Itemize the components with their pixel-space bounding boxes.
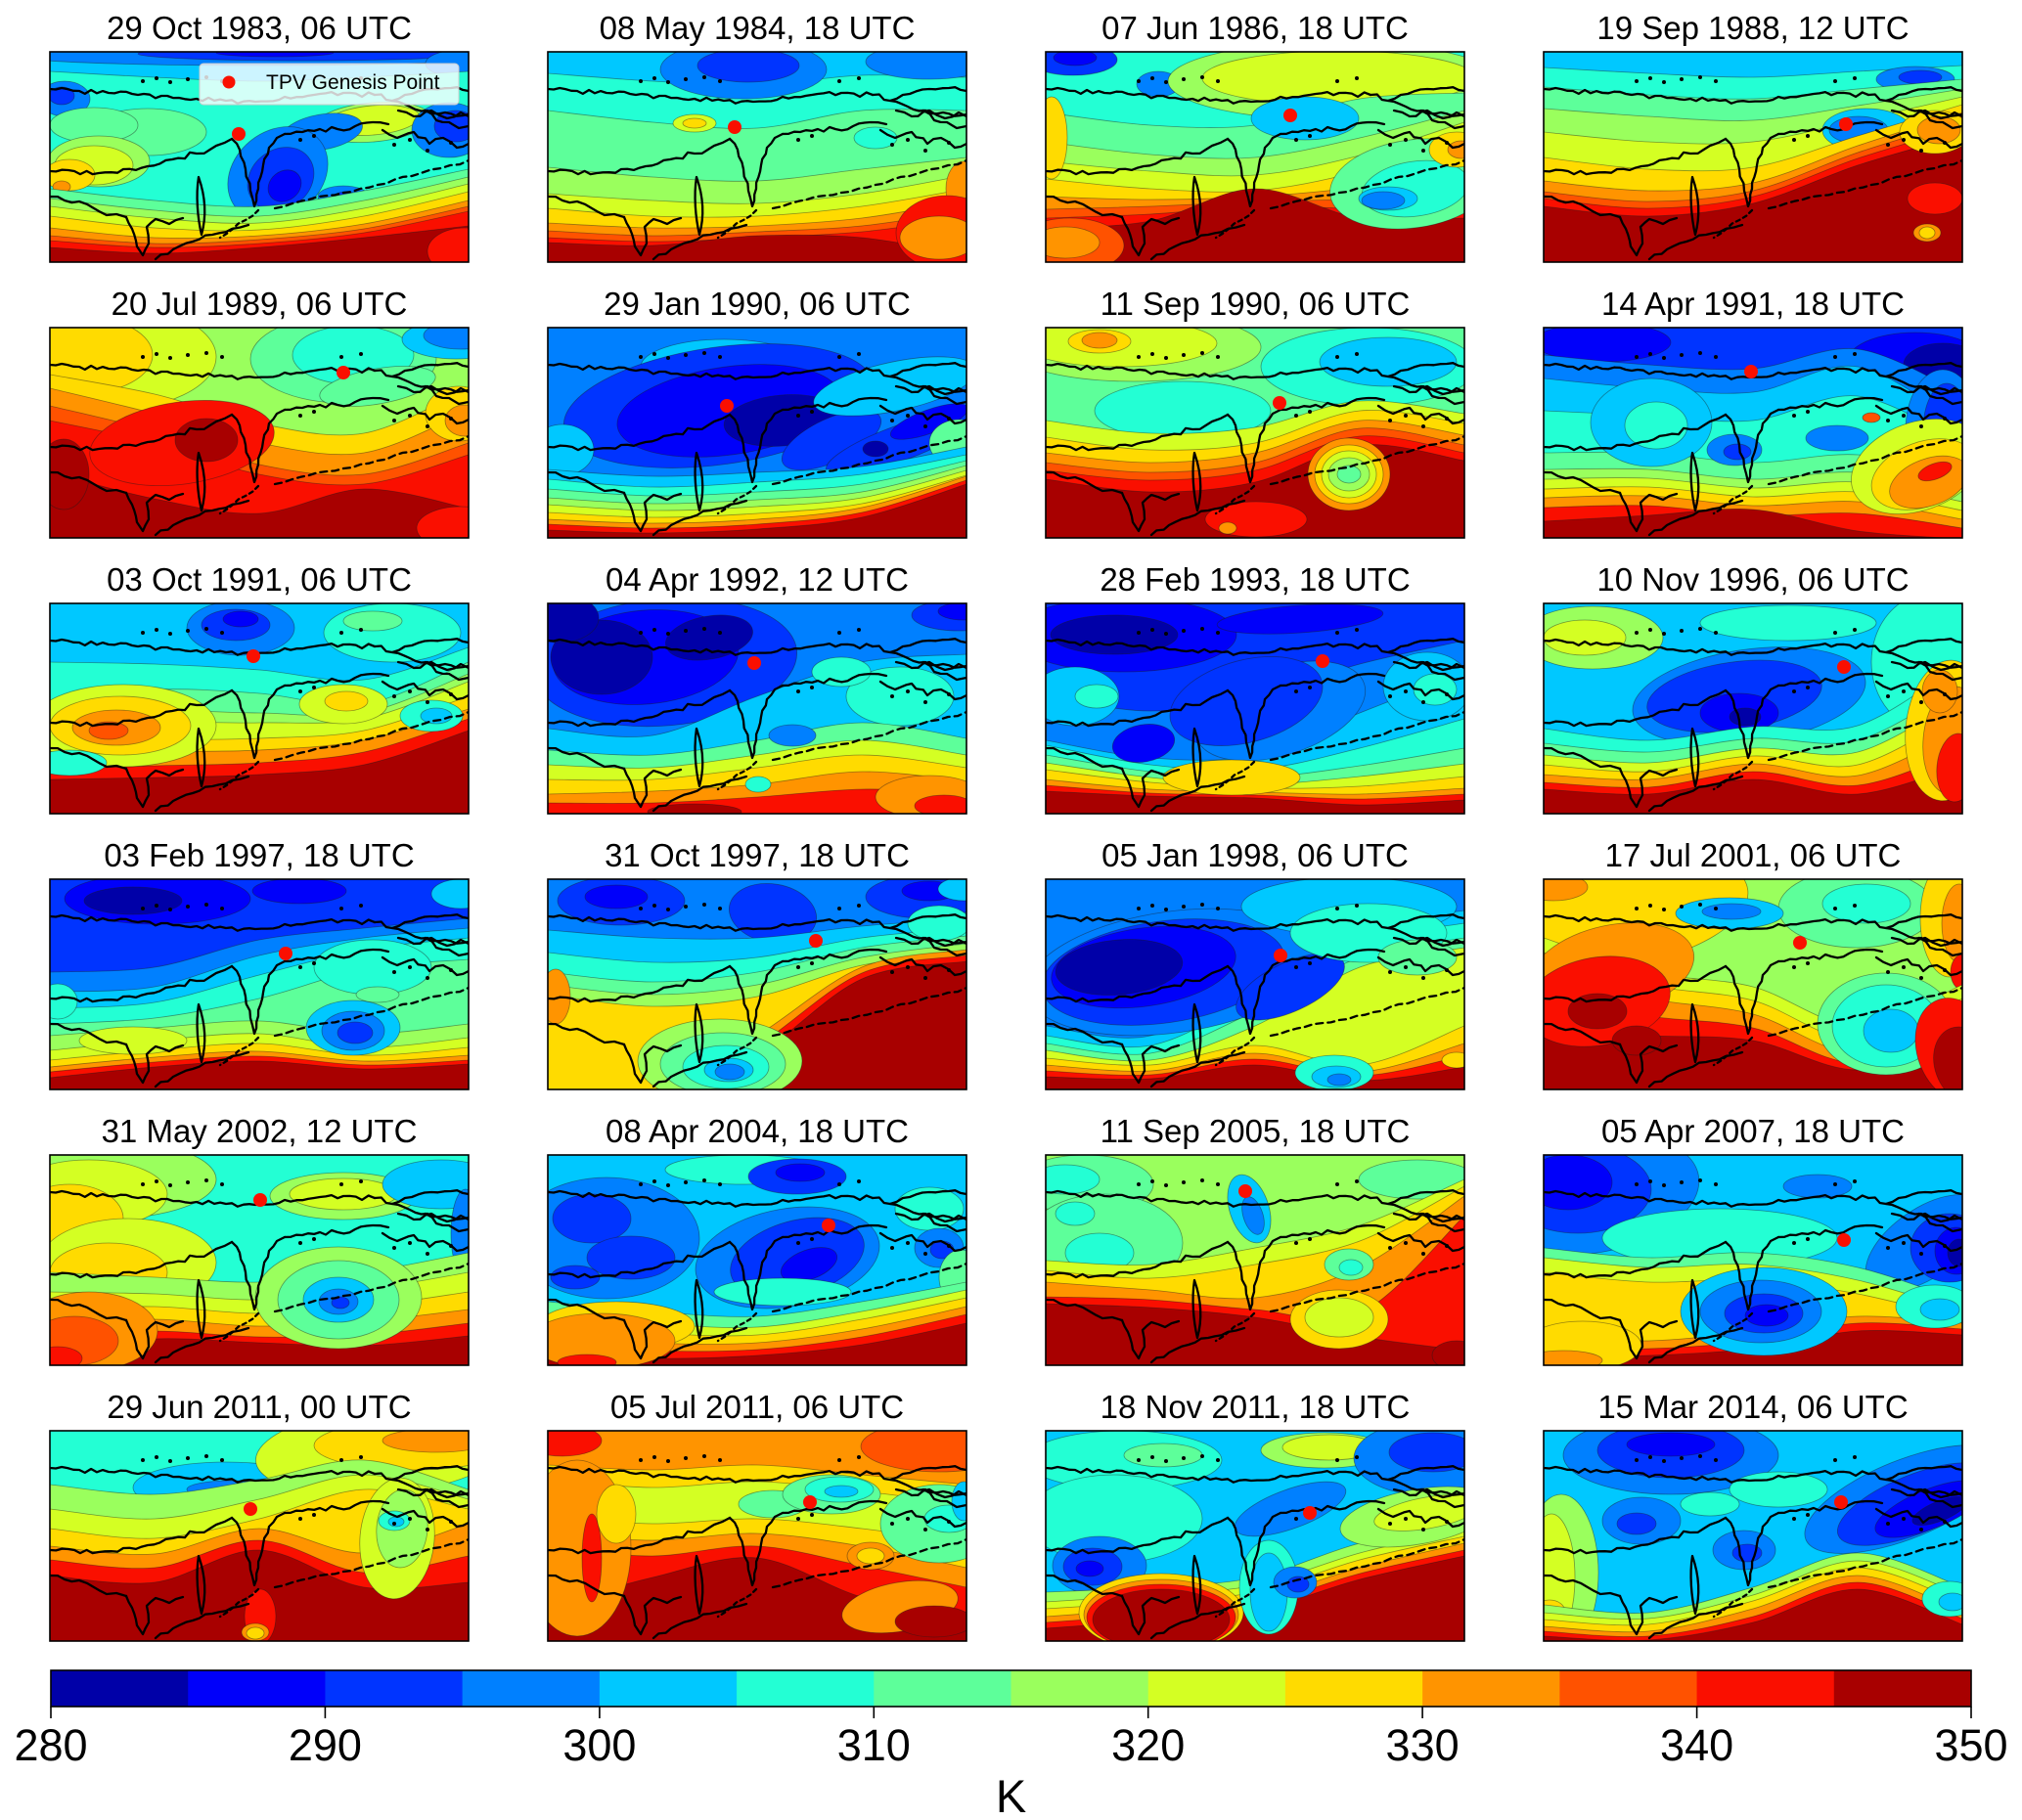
svg-text:04 Apr 1992, 12 UTC: 04 Apr 1992, 12 UTC (606, 561, 909, 598)
svg-text:08 Apr 2004, 18 UTC: 08 Apr 2004, 18 UTC (606, 1113, 909, 1149)
svg-text:330: 330 (1386, 1720, 1460, 1770)
svg-text:08 May 1984, 18 UTC: 08 May 1984, 18 UTC (600, 10, 916, 46)
svg-text:350: 350 (1934, 1720, 2007, 1770)
svg-text:29 Jun 2011, 00 UTC: 29 Jun 2011, 00 UTC (107, 1389, 411, 1425)
svg-text:17 Jul 2001, 06 UTC: 17 Jul 2001, 06 UTC (1605, 837, 1902, 873)
svg-text:340: 340 (1660, 1720, 1733, 1770)
svg-text:07 Jun 1986, 18 UTC: 07 Jun 1986, 18 UTC (1101, 10, 1409, 46)
svg-text:05 Apr 2007, 18 UTC: 05 Apr 2007, 18 UTC (1601, 1113, 1905, 1149)
svg-text:11 Sep 1990, 06 UTC: 11 Sep 1990, 06 UTC (1101, 286, 1411, 322)
svg-text:10 Nov 1996, 06 UTC: 10 Nov 1996, 06 UTC (1596, 561, 1909, 598)
svg-text:19 Sep 1988, 12 UTC: 19 Sep 1988, 12 UTC (1596, 10, 1909, 46)
svg-text:K: K (996, 1770, 1026, 1820)
svg-text:05 Jul 2011, 06 UTC: 05 Jul 2011, 06 UTC (610, 1389, 904, 1425)
svg-text:280: 280 (14, 1720, 87, 1770)
svg-text:290: 290 (289, 1720, 362, 1770)
svg-text:18 Nov 2011, 18 UTC: 18 Nov 2011, 18 UTC (1101, 1389, 1411, 1425)
svg-text:28 Feb 1993, 18 UTC: 28 Feb 1993, 18 UTC (1100, 561, 1410, 598)
svg-text:20 Jul 1989, 06 UTC: 20 Jul 1989, 06 UTC (112, 286, 408, 322)
svg-text:03 Feb 1997, 18 UTC: 03 Feb 1997, 18 UTC (104, 837, 414, 873)
svg-text:29 Jan 1990, 06 UTC: 29 Jan 1990, 06 UTC (604, 286, 911, 322)
svg-text:320: 320 (1111, 1720, 1185, 1770)
svg-text:03 Oct 1991, 06 UTC: 03 Oct 1991, 06 UTC (107, 561, 412, 598)
svg-text:15 Mar 2014, 06 UTC: 15 Mar 2014, 06 UTC (1597, 1389, 1908, 1425)
svg-text:11 Sep 2005, 18 UTC: 11 Sep 2005, 18 UTC (1101, 1113, 1411, 1149)
svg-text:31 May 2002, 12 UTC: 31 May 2002, 12 UTC (102, 1113, 418, 1149)
svg-text:05 Jan 1998, 06 UTC: 05 Jan 1998, 06 UTC (1101, 837, 1409, 873)
svg-text:14 Apr 1991, 18 UTC: 14 Apr 1991, 18 UTC (1601, 286, 1905, 322)
svg-text:31 Oct 1997, 18 UTC: 31 Oct 1997, 18 UTC (605, 837, 910, 873)
svg-text:TPV Genesis Point: TPV Genesis Point (266, 71, 440, 94)
svg-text:29 Oct 1983, 06 UTC: 29 Oct 1983, 06 UTC (107, 10, 412, 46)
svg-text:310: 310 (837, 1720, 911, 1770)
svg-text:300: 300 (562, 1720, 636, 1770)
